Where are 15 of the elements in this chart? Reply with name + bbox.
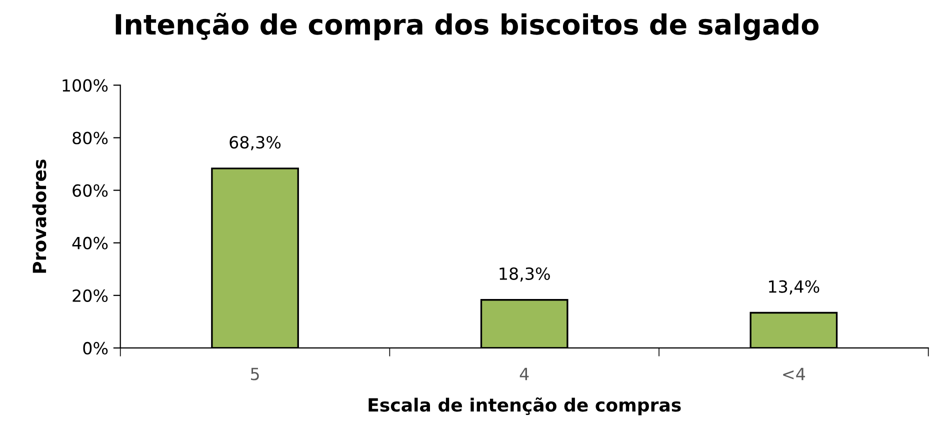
x-tick-label: <4 bbox=[783, 368, 806, 380]
y-tick-label: 80% bbox=[72, 132, 108, 144]
data-label: 18,3% bbox=[500, 267, 550, 282]
data-label: 68,3% bbox=[230, 136, 281, 150]
data-label: 13,4% bbox=[769, 280, 820, 295]
y-tick-label: 100% bbox=[62, 79, 108, 92]
chart-title: Intenção de compra dos biscoitos de salgado bbox=[116, 12, 819, 40]
x-axis-title: Escala de intenção de compras bbox=[368, 397, 681, 416]
y-tick-label: 20% bbox=[72, 289, 108, 302]
y-tick-label: 0% bbox=[83, 342, 108, 355]
y-tick-label: 40% bbox=[72, 236, 108, 250]
x-tick-label: 5 bbox=[251, 368, 259, 380]
y-axis-title: Provadores bbox=[32, 160, 46, 273]
x-tick-label: 4 bbox=[520, 368, 529, 380]
y-tick-label: 60% bbox=[72, 184, 108, 197]
